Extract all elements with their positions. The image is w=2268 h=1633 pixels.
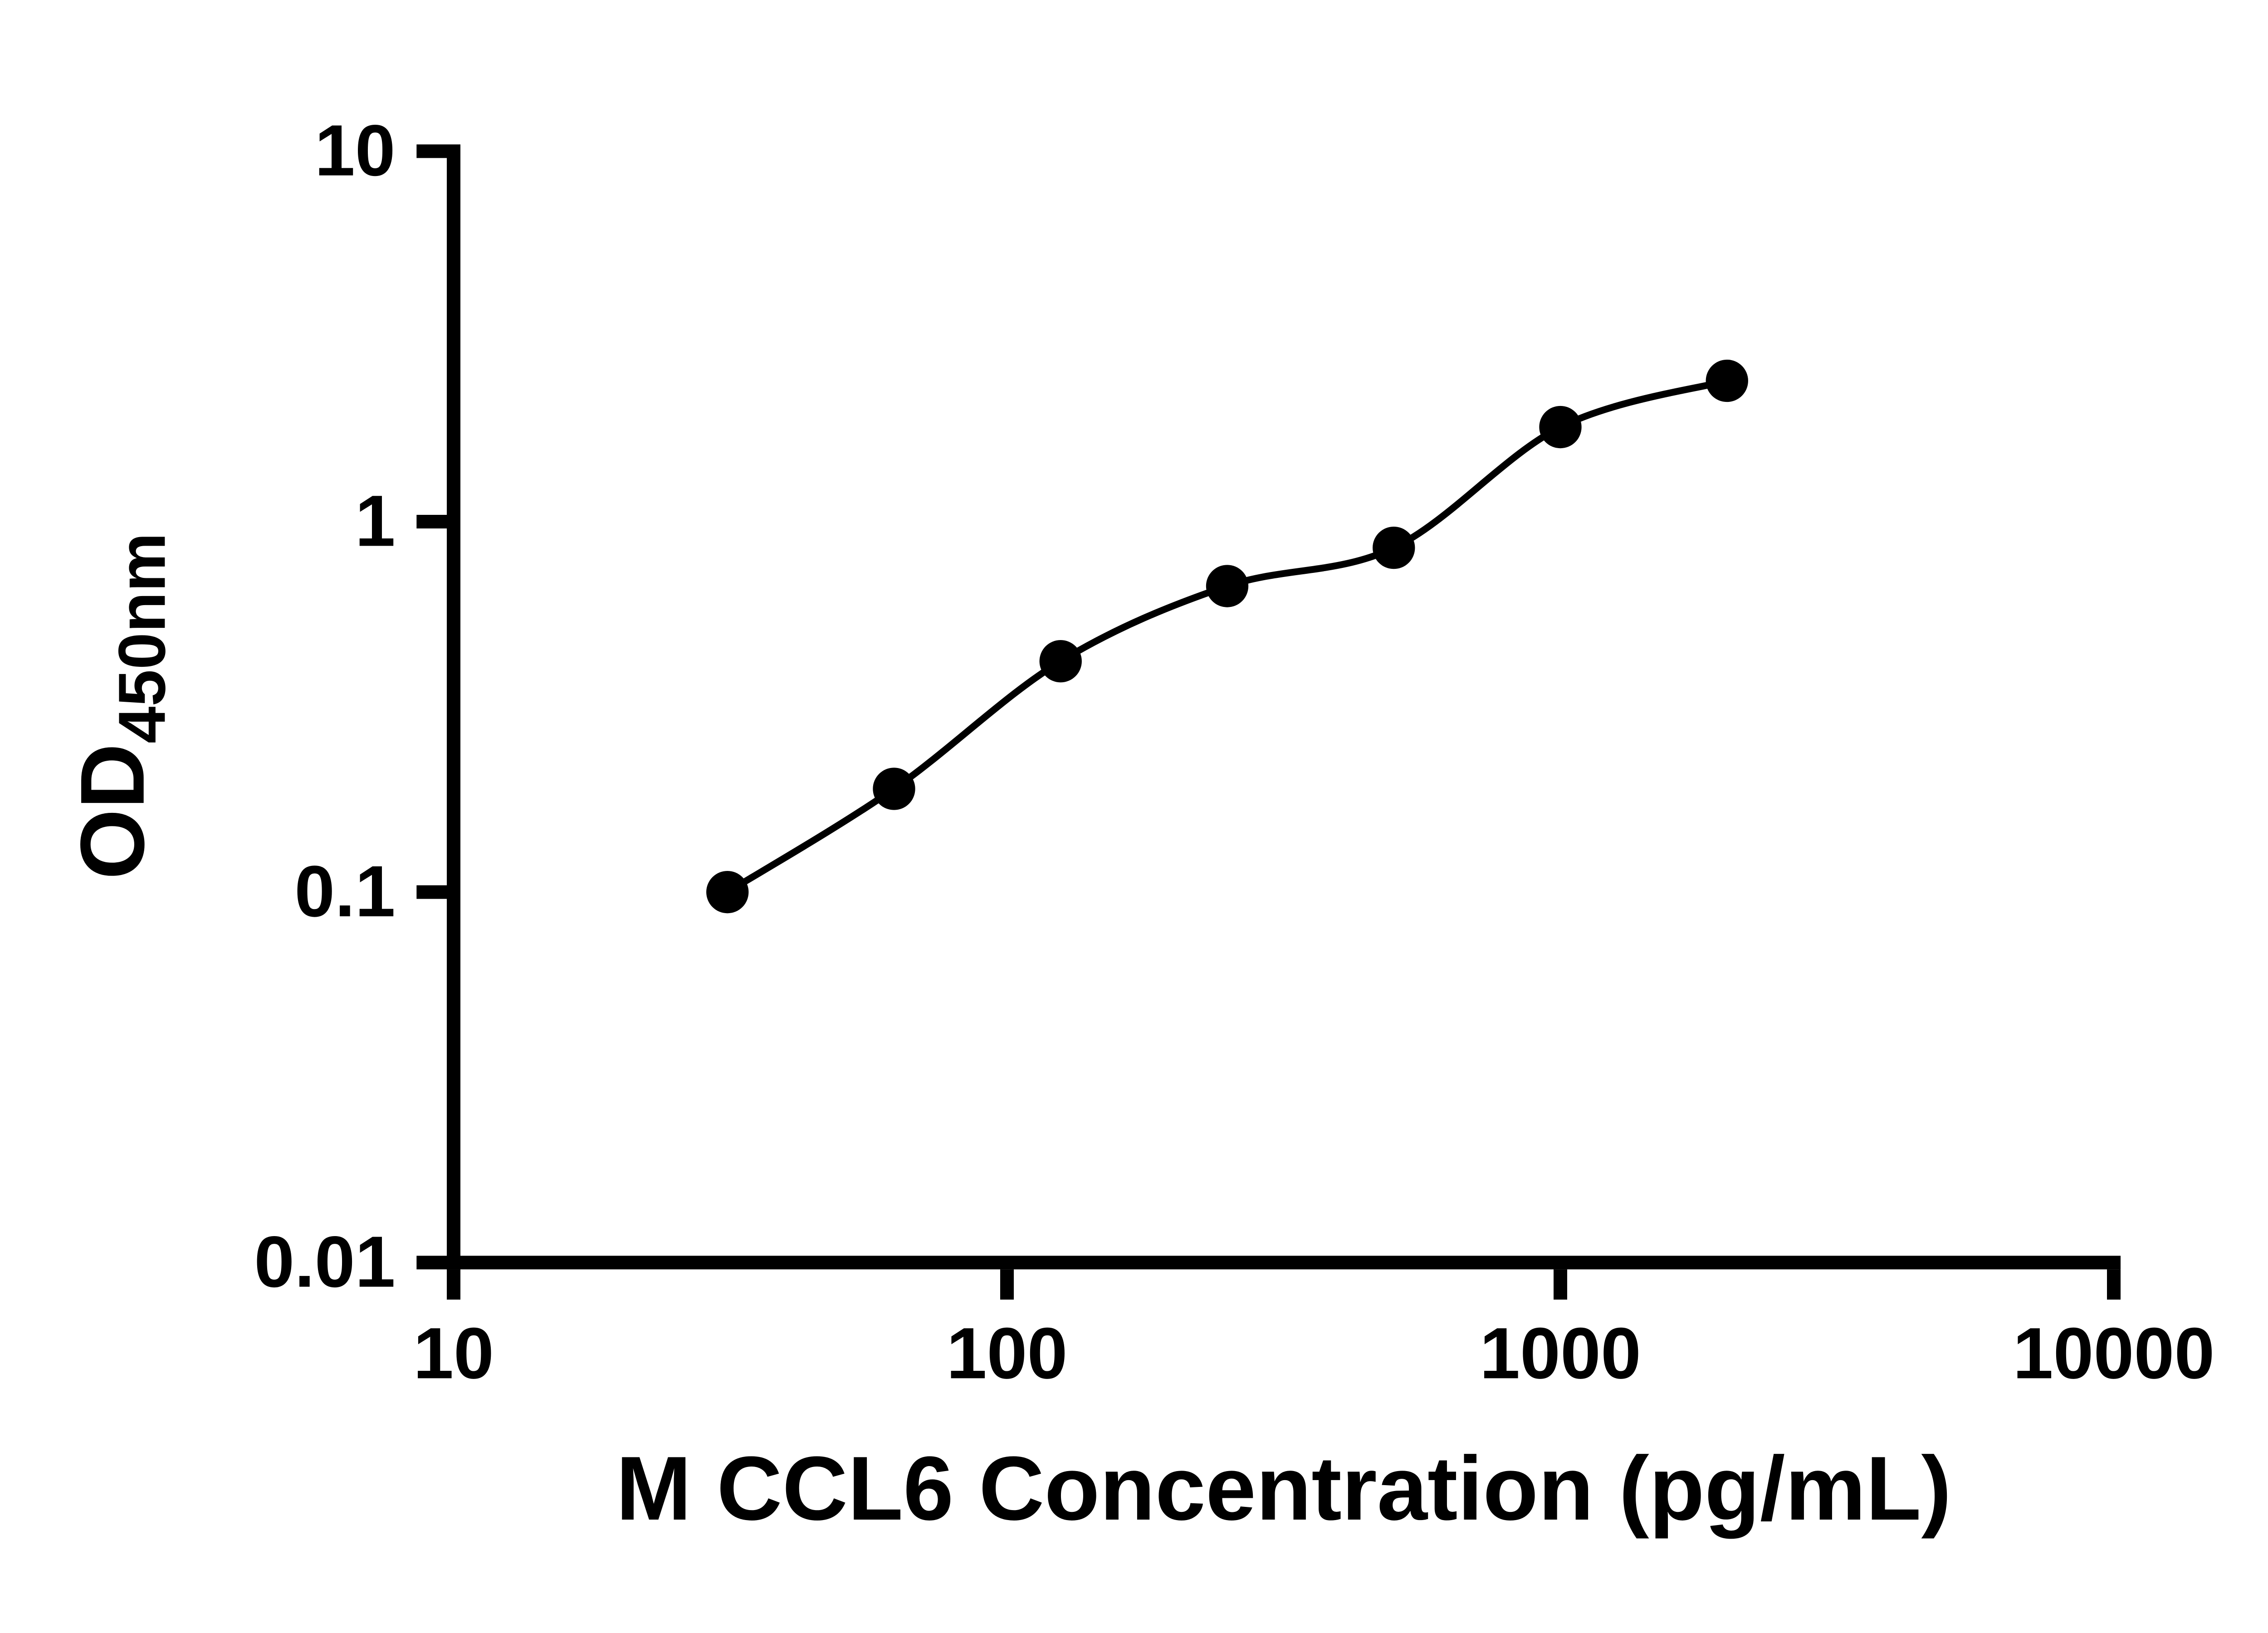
x-tick-label: 10 <box>413 1312 494 1393</box>
data-point <box>873 768 915 810</box>
data-point <box>706 871 749 914</box>
data-points-layer <box>706 359 1748 914</box>
tick-marks <box>416 144 2121 1300</box>
fit-curve <box>725 377 1728 895</box>
data-point <box>1206 565 1249 607</box>
y-axis-title-subscript: 450nm <box>105 533 179 743</box>
x-axis-title: M CCL6 Concentration (pg/mL) <box>616 1438 1951 1539</box>
x-tick-label: 10000 <box>2013 1312 2215 1393</box>
y-tick-label: 0.1 <box>294 851 395 932</box>
data-point <box>1706 359 1748 402</box>
tick-labels: 10 100 1000 10000 0.01 0.1 1 10 <box>254 110 2214 1394</box>
fit-curve-layer <box>725 377 1728 895</box>
data-point <box>1539 406 1582 449</box>
y-tick-label: 0.01 <box>254 1221 395 1302</box>
y-axis-title-main: OD <box>62 743 163 880</box>
axes <box>447 144 2121 1270</box>
y-tick-label: 1 <box>355 480 396 561</box>
x-tick-label: 100 <box>947 1312 1068 1393</box>
x-tick-label: 1000 <box>1480 1312 1641 1393</box>
y-axis-title: OD450nm <box>62 533 180 880</box>
data-point <box>1373 526 1415 569</box>
data-point <box>1039 640 1082 683</box>
y-tick-label: 10 <box>315 110 396 191</box>
